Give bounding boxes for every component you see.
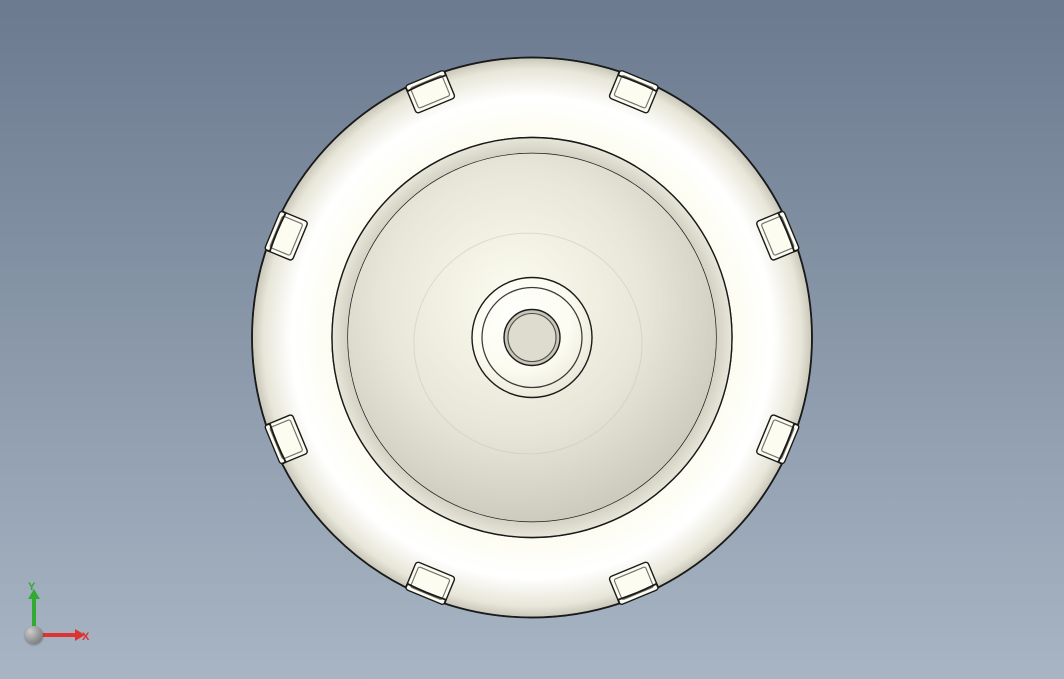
cad-3d-viewport[interactable]: X Y (0, 0, 1064, 679)
axis-y-label: Y (28, 581, 35, 593)
axis-y-arrow (32, 597, 36, 627)
model-render[interactable] (232, 37, 832, 642)
model-svg (232, 37, 832, 637)
axis-x-arrow (42, 633, 77, 637)
axis-triad[interactable]: X Y (10, 579, 90, 659)
axis-x-label: X (82, 631, 89, 643)
axis-origin-sphere (25, 626, 43, 644)
